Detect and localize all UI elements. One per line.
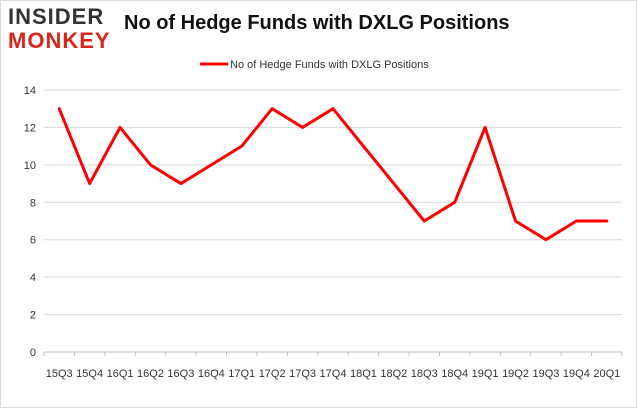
- x-tick-label: 15Q3: [46, 368, 73, 380]
- x-tick-label: 18Q4: [441, 368, 468, 380]
- x-tick-label: 19Q3: [532, 368, 559, 380]
- x-tick-label: 16Q2: [137, 368, 164, 380]
- x-tick-label: 16Q4: [198, 368, 225, 380]
- x-tick-label: 17Q1: [228, 368, 255, 380]
- y-tick-label: 4: [30, 272, 36, 284]
- y-tick-label: 10: [24, 160, 36, 172]
- x-tick-label: 19Q4: [563, 368, 590, 380]
- x-tick-label: 16Q1: [107, 368, 134, 380]
- x-tick-label: 17Q4: [320, 368, 347, 380]
- y-tick-label: 8: [30, 197, 36, 209]
- x-tick-label: 15Q4: [76, 368, 103, 380]
- x-tick-label: 18Q3: [411, 368, 438, 380]
- y-tick-label: 2: [30, 310, 36, 322]
- x-tick-label: 18Q1: [350, 368, 377, 380]
- legend-label: No of Hedge Funds with DXLG Positions: [230, 59, 429, 71]
- logo-line-insider: INSIDER: [8, 4, 105, 29]
- y-tick-label: 6: [30, 235, 36, 247]
- series-line-0: [57, 107, 609, 242]
- x-tick-label: 17Q3: [289, 368, 316, 380]
- chart-title: No of Hedge Funds with DXLG Positions: [124, 12, 510, 34]
- x-tick-label: 19Q1: [472, 368, 499, 380]
- y-tick-label: 12: [24, 122, 36, 134]
- x-tick-label: 20Q1: [593, 368, 620, 380]
- x-tick-label: 16Q3: [167, 368, 194, 380]
- y-tick-label: 14: [24, 85, 36, 97]
- x-tick-label: 18Q2: [380, 368, 407, 380]
- insider-monkey-logo: INSIDER MONKEY: [8, 3, 118, 55]
- y-tick-label: 0: [30, 347, 36, 359]
- x-tick-label: 19Q2: [502, 368, 529, 380]
- logo-line-monkey: MONKEY: [8, 28, 111, 53]
- x-tick-label: 17Q2: [259, 368, 286, 380]
